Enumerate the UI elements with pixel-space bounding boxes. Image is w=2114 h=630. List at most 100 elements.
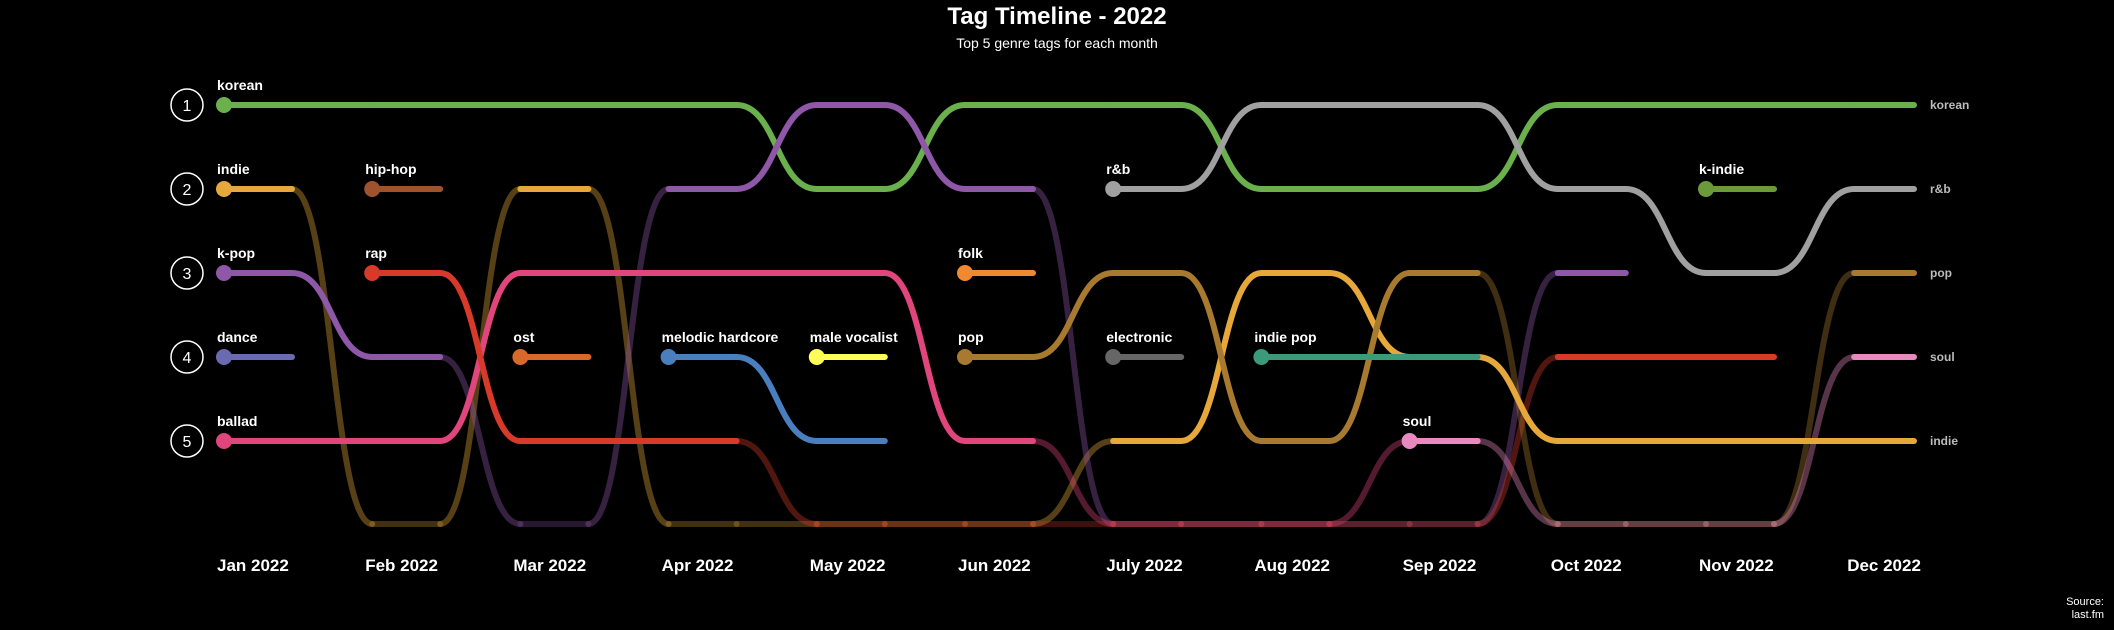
series-line-pop-seg-6 bbox=[1178, 270, 1265, 444]
series-line-k-pop-seg-1 bbox=[437, 354, 524, 527]
series-label-hip-hop: hip-hop bbox=[365, 161, 416, 177]
series-point-korean bbox=[216, 97, 232, 113]
rank-circle-3 bbox=[170, 256, 204, 290]
series-line-ballad-seg-4 bbox=[881, 270, 968, 444]
series-point-k-indie bbox=[1698, 181, 1714, 197]
rank-circle-4 bbox=[170, 340, 204, 374]
series-line-ballad-seg-5 bbox=[1030, 438, 1117, 527]
rank-label-3: 3 bbox=[183, 266, 192, 283]
series-line-r-b-seg-9 bbox=[1622, 186, 1709, 276]
rank-label-1: 1 bbox=[183, 98, 192, 115]
end-label-pop: pop bbox=[1930, 266, 1952, 280]
month-label-jun-2022: Jun 2022 bbox=[958, 556, 1031, 575]
series-line-k-pop-seg-5 bbox=[1030, 186, 1117, 527]
series-label-dance: dance bbox=[217, 329, 258, 345]
series-label-korean: korean bbox=[217, 77, 263, 93]
series-label-ost: ost bbox=[513, 329, 534, 345]
series-label-k-pop: k-pop bbox=[217, 245, 255, 261]
month-axis: Jan 2022 Feb 2022 Mar 2022 Apr 2022 May 2022… bbox=[217, 556, 1921, 575]
series-label-electronic: electronic bbox=[1106, 329, 1172, 345]
series-line-ballad-seg-7 bbox=[1326, 438, 1413, 527]
rank-circle-1 bbox=[170, 88, 204, 122]
chart-title: Tag Timeline - 2022 bbox=[947, 3, 1166, 30]
rank-label-2: 2 bbox=[183, 182, 192, 199]
series-point-electronic bbox=[1105, 349, 1122, 365]
month-label-july-2022: July 2022 bbox=[1106, 556, 1183, 575]
month-label-apr-2022: Apr 2022 bbox=[662, 556, 734, 575]
series-line-k-pop-seg-4 bbox=[881, 102, 968, 192]
series-start-labels: korean indie k-pop dance ballad hip-hop rap ost… bbox=[217, 77, 1744, 429]
series-line-k-pop-seg-3 bbox=[733, 102, 820, 192]
series-label-ballad: ballad bbox=[217, 413, 257, 429]
end-label-r-b: r&b bbox=[1930, 182, 1951, 196]
series-point-soul bbox=[1401, 433, 1418, 449]
end-label-korean: korean bbox=[1930, 98, 1969, 112]
month-label-dec-2022: Dec 2022 bbox=[1847, 556, 1921, 575]
series-point-indie-pop bbox=[1253, 349, 1270, 365]
month-label-may-2022: May 2022 bbox=[810, 556, 886, 575]
series-line-k-pop-seg-2 bbox=[585, 186, 672, 527]
series-point-k-pop bbox=[216, 265, 232, 281]
series-point-hip-hop bbox=[364, 181, 381, 197]
series-label-soul: soul bbox=[1403, 413, 1432, 429]
series-line-pop-seg-10 bbox=[1771, 270, 1858, 527]
series-label-folk: folk bbox=[958, 245, 983, 261]
end-label-soul: soul bbox=[1930, 350, 1955, 364]
series-line-r-b-seg-8 bbox=[1474, 102, 1561, 192]
end-label-indie: indie bbox=[1930, 434, 1958, 448]
series-label-melodic-hardcore: melodic hardcore bbox=[662, 329, 779, 345]
chart-subtitle: Top 5 genre tags for each month bbox=[956, 35, 1158, 51]
series-label-k-indie: k-indie bbox=[1699, 161, 1744, 177]
month-label-mar-2022: Mar 2022 bbox=[513, 556, 586, 575]
series-point-ost bbox=[512, 349, 529, 365]
month-label-aug-2022: Aug 2022 bbox=[1254, 556, 1330, 575]
series-point-r-b bbox=[1105, 181, 1122, 197]
rank-axis: 1 2 3 4 5 bbox=[170, 88, 204, 458]
series-line-r-b-seg-6 bbox=[1178, 102, 1265, 192]
series-line-pop-seg-5 bbox=[1030, 270, 1117, 360]
series-label-pop: pop bbox=[958, 329, 984, 345]
series-line-indie-seg-0 bbox=[289, 186, 376, 527]
below-top5-traces bbox=[289, 186, 1858, 528]
rank-circle-5 bbox=[170, 424, 204, 458]
source-name: last.fm bbox=[2072, 609, 2104, 621]
series-line-indie-seg-5 bbox=[1030, 438, 1117, 527]
series-point-male-vocalist bbox=[808, 349, 825, 365]
series-line-soul-seg-8 bbox=[1474, 438, 1561, 527]
series-line-indie-seg-8 bbox=[1474, 354, 1561, 444]
series-lines bbox=[221, 101, 1917, 445]
month-label-jan-2022: Jan 2022 bbox=[217, 556, 289, 575]
series-point-ballad bbox=[216, 433, 232, 449]
series-line-indie-seg-2 bbox=[585, 186, 672, 527]
month-label-sep-2022: Sep 2022 bbox=[1403, 556, 1477, 575]
series-point-pop bbox=[957, 349, 973, 365]
series-line-melodic-hardcore-seg-3 bbox=[733, 354, 820, 444]
series-point-dance bbox=[216, 349, 232, 365]
series-line-indie-seg-7 bbox=[1326, 270, 1413, 360]
series-label-indie-pop: indie pop bbox=[1254, 329, 1316, 345]
month-label-feb-2022: Feb 2022 bbox=[365, 556, 438, 575]
series-line-r-b-seg-10 bbox=[1771, 186, 1858, 276]
series-line-rap-seg-3 bbox=[733, 438, 820, 527]
series-point-rap bbox=[364, 265, 381, 281]
series-label-rap: rap bbox=[365, 245, 387, 261]
source-label: Source: bbox=[2066, 596, 2104, 608]
series-label-male-vocalist: male vocalist bbox=[810, 329, 898, 345]
month-label-nov-2022: Nov 2022 bbox=[1699, 556, 1774, 575]
rank-label-4: 4 bbox=[183, 350, 192, 367]
series-start-points bbox=[216, 97, 1714, 449]
series-end-labels: korean indie pop r&b soul bbox=[1930, 98, 1969, 448]
series-line-k-pop-seg-0 bbox=[289, 270, 376, 360]
series-line-rap-seg-1 bbox=[437, 270, 524, 444]
rank-label-5: 5 bbox=[183, 434, 192, 451]
series-label-r-b: r&b bbox=[1106, 161, 1130, 177]
series-label-indie: indie bbox=[217, 161, 250, 177]
series-point-folk bbox=[957, 265, 973, 281]
rank-circle-2 bbox=[170, 172, 204, 206]
series-point-melodic-hardcore bbox=[660, 349, 677, 365]
series-point-indie bbox=[216, 181, 232, 197]
series-line-rap-seg-8 bbox=[1474, 354, 1561, 527]
month-label-oct-2022: Oct 2022 bbox=[1551, 556, 1622, 575]
